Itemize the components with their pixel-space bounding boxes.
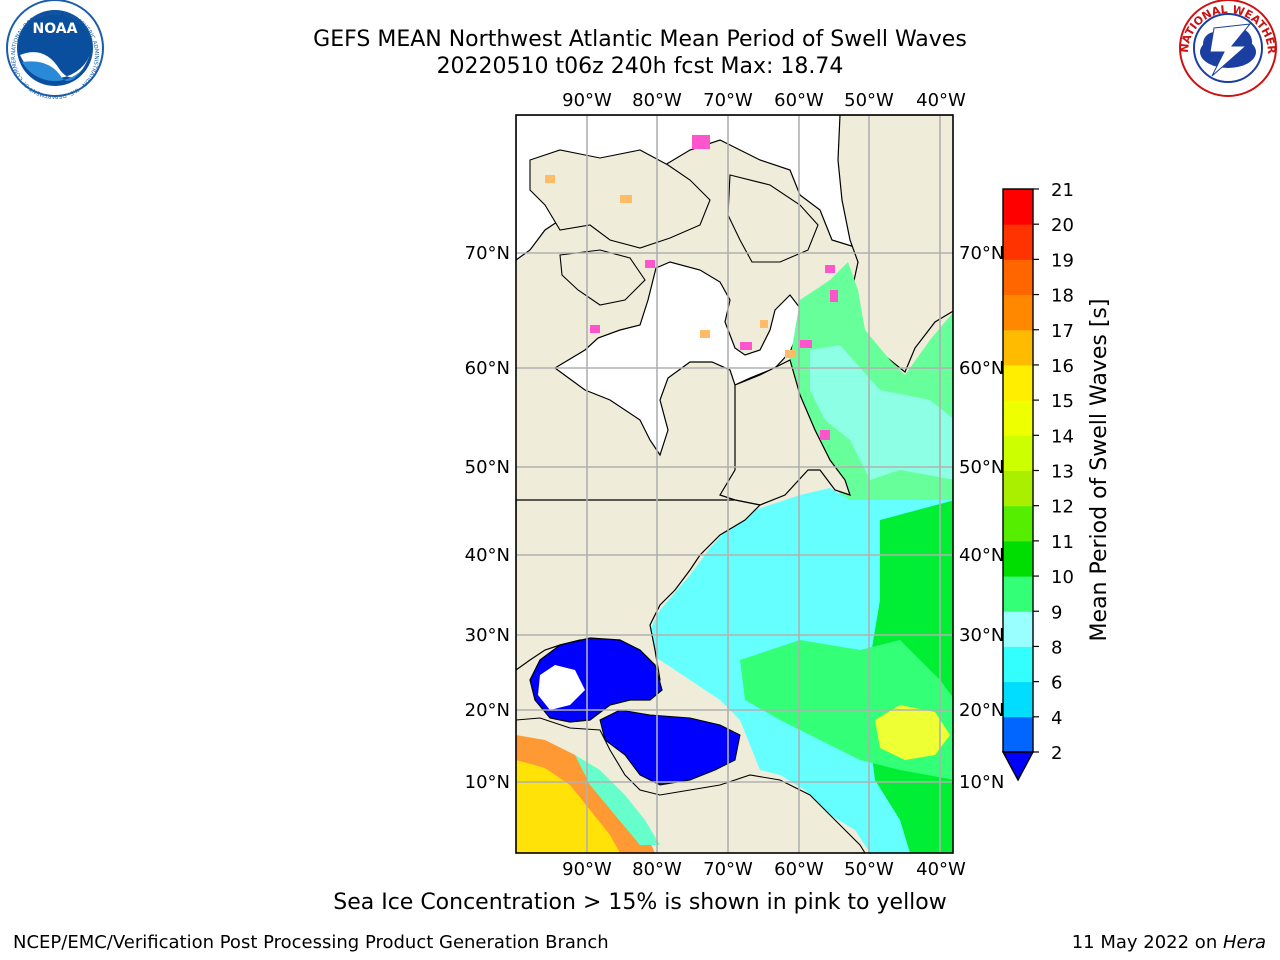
- pacific-yellow-band: [516, 760, 620, 853]
- pacific-cyan-band: [575, 755, 660, 845]
- colorbar-tick-label: 13: [1051, 462, 1074, 483]
- right-lat-label: 40°N: [959, 545, 1004, 566]
- map-frame: [515, 114, 954, 854]
- right-lat-label: 20°N: [959, 700, 1004, 721]
- colorbar-segment: [1003, 646, 1033, 683]
- sea-ice-yellow: [545, 175, 795, 358]
- sea-ice-highlights: [590, 135, 838, 440]
- left-lat-label: 10°N: [465, 772, 510, 793]
- colorbar-segment: [1003, 294, 1033, 331]
- top-lon-labels: 90°W 80°W 70°W 60°W 50°W 40°W: [562, 90, 966, 111]
- colorbar-segment: [1003, 505, 1033, 542]
- colorbar-segment: [1003, 329, 1033, 366]
- footer-date: 11 May 2022 on Hera: [1072, 932, 1266, 953]
- ocean-yellow-patch: [875, 705, 950, 760]
- colorbar: 2 4 6 8 9 10 11 12 13 14 15 16 17 18 19 20 21: [1001, 180, 1074, 782]
- colorbar-tick-label: 10: [1051, 567, 1074, 588]
- footer-date-text: 11 May 2022 on: [1071, 932, 1223, 953]
- left-lat-label: 70°N: [465, 243, 510, 264]
- map-subtitle: 20220510 t06z 240h fcst Max: 18.74: [436, 54, 844, 79]
- top-lon-label: 90°W: [562, 90, 612, 111]
- bottom-lon-label: 90°W: [562, 859, 612, 880]
- bottom-lon-label: 70°W: [703, 859, 753, 880]
- left-lat-label: 20°N: [465, 700, 510, 721]
- left-lat-label: 50°N: [465, 457, 510, 478]
- colorbar-tick-label: 9: [1051, 602, 1062, 623]
- colorbar-tick-label: 14: [1051, 426, 1074, 447]
- bottom-lon-label: 50°W: [844, 859, 894, 880]
- colorbar-label: Mean Period of Swell Waves [s]: [1087, 299, 1112, 642]
- colorbar-tick-label: 21: [1051, 180, 1074, 201]
- colorbar-segment: [1003, 400, 1033, 436]
- colorbar-segment: [1003, 259, 1033, 296]
- left-lat-labels: 70°N 60°N 50°N 40°N 30°N 20°N 10°N: [465, 243, 510, 793]
- hudson-bay-water: [553, 261, 801, 457]
- map-title: GEFS MEAN Northwest Atlantic Mean Period…: [313, 27, 967, 52]
- footer-host: Hera: [1222, 932, 1266, 953]
- colorbar-tick-label: 8: [1051, 637, 1062, 658]
- colorbar-tick-label: 17: [1051, 321, 1074, 342]
- colorbar-tick-label: 18: [1051, 286, 1074, 307]
- footer-credit: NCEP/EMC/Verification Post Processing Pr…: [13, 932, 609, 953]
- top-lon-label: 60°W: [774, 90, 824, 111]
- top-lon-label: 50°W: [844, 90, 894, 111]
- colorbar-segment: [1003, 540, 1033, 577]
- colorbar-tick-label: 6: [1051, 673, 1062, 694]
- bottom-lon-labels: 90°W 80°W 70°W 60°W 50°W 40°W: [562, 859, 966, 880]
- right-lat-label: 60°N: [959, 358, 1004, 379]
- ocean-north-cyan: [810, 345, 953, 480]
- colorbar-segment: [1003, 611, 1033, 647]
- nws-ring-text: NATIONAL WEATHER SERVICE: [0, 0, 1278, 55]
- colorbar-tick-label: 15: [1051, 391, 1074, 412]
- right-lat-label: 70°N: [959, 243, 1004, 264]
- colorbar-tick-label: 12: [1051, 497, 1074, 518]
- right-lat-label: 50°N: [959, 457, 1004, 478]
- colorbar-segment: [1003, 576, 1033, 612]
- colorbar-segment: [1003, 681, 1033, 718]
- left-lat-label: 40°N: [465, 545, 510, 566]
- colorbar-tick-label: 20: [1051, 215, 1074, 236]
- map-area: [516, 115, 953, 853]
- colorbar-segment: [1003, 364, 1033, 401]
- right-lat-labels: 70°N 60°N 50°N 40°N 30°N 20°N 10°N: [959, 243, 1004, 793]
- top-lon-label: 40°W: [916, 90, 966, 111]
- colorbar-segment: [1003, 224, 1033, 260]
- bottom-lon-label: 40°W: [916, 859, 966, 880]
- nws-logo: NATIONAL WEATHER SERVICE: [0, 0, 1278, 97]
- noaa-logo-text: NOAA: [33, 21, 78, 37]
- left-lat-label: 30°N: [465, 625, 510, 646]
- right-lat-label: 30°N: [959, 625, 1004, 646]
- left-lat-label: 60°N: [465, 358, 510, 379]
- graticule: [516, 115, 953, 853]
- right-lat-label: 10°N: [959, 772, 1004, 793]
- top-lon-label: 80°W: [632, 90, 682, 111]
- colorbar-segment: [1003, 716, 1033, 753]
- colorbar-tick-label: 4: [1051, 708, 1062, 729]
- colorbar-tick-label: 2: [1051, 743, 1062, 764]
- noaa-logo: NOAA NATIONAL OCEANIC AND ATMOSPHERIC AD…: [0, 0, 104, 99]
- colorbar-segment: [1003, 189, 1033, 225]
- colorbar-segment: [1003, 470, 1033, 507]
- colorbar-segment: [1003, 435, 1033, 471]
- colorbar-tick-label: 19: [1051, 250, 1074, 271]
- svg-text:NATIONAL WEATHER SERVICE: NATIONAL WEATHER SERVICE: [0, 0, 1278, 55]
- colorbar-tick-label: 16: [1051, 356, 1074, 377]
- colorbar-tick-label: 11: [1051, 532, 1074, 553]
- sea-ice-caption: Sea Ice Concentration > 15% is shown in …: [333, 890, 947, 915]
- labrador-land: [719, 359, 851, 506]
- bottom-lon-label: 80°W: [632, 859, 682, 880]
- bottom-lon-label: 60°W: [774, 859, 824, 880]
- gulf-white-patch: [538, 665, 585, 710]
- top-lon-label: 70°W: [703, 90, 753, 111]
- colorbar-under-arrow: [1001, 751, 1035, 782]
